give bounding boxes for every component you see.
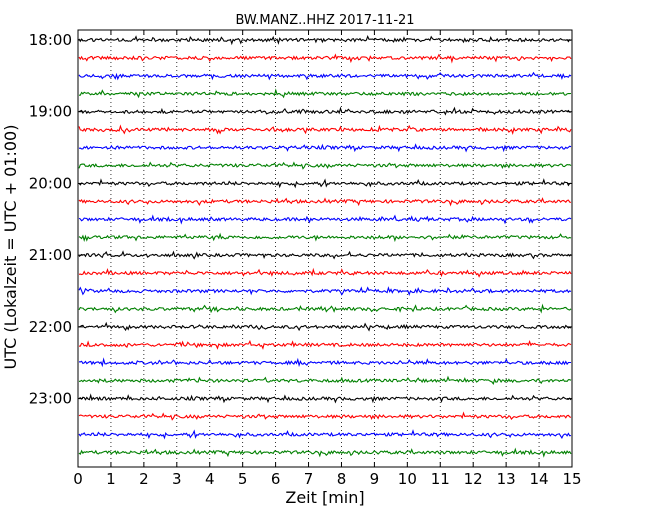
trace-2315 [78, 411, 572, 421]
trace-2300 [78, 393, 572, 404]
y-axis-label: UTC (Lokalzeit = UTC + 01:00) [1, 125, 20, 370]
trace-2045 [78, 232, 572, 243]
trace-1945 [78, 161, 572, 170]
trace-1930 [78, 143, 572, 153]
x-tick-label: 11 [431, 470, 450, 488]
x-tick-label: 14 [530, 470, 549, 488]
x-tick-label: 15 [562, 470, 581, 488]
trace-2345 [78, 447, 572, 458]
axis-ticks: 0 1 2 3 4 5 6 7 8 9 10 11 12 13 14 1518:0019:0020:0021:… [29, 30, 582, 488]
trace-1815 [78, 53, 572, 64]
x-tick-label: 5 [238, 470, 248, 488]
trace-1915 [78, 124, 572, 136]
x-tick-label: 2 [139, 470, 149, 488]
plot-frame [77, 29, 573, 468]
x-tick-label: 12 [464, 470, 483, 488]
x-tick-label: 10 [398, 470, 417, 488]
trace-2200 [78, 321, 572, 332]
x-tick-label: 13 [497, 470, 516, 488]
x-tick-label: 3 [172, 470, 182, 488]
trace-1830 [78, 71, 572, 81]
x-axis-label: Zeit [min] [285, 488, 364, 507]
y-tick-label: 18:00 [29, 31, 72, 49]
x-tick-label: 0 [73, 470, 83, 488]
x-tick-label: 4 [205, 470, 215, 488]
trace-1845 [79, 88, 572, 99]
seismic-traces [78, 35, 572, 458]
trace-2100 [78, 250, 572, 260]
y-tick-label: 20:00 [29, 174, 72, 192]
y-tick-label: 22:00 [29, 318, 72, 336]
x-tick-label: 7 [304, 470, 314, 488]
y-tick-label: 23:00 [29, 390, 72, 408]
trace-1900 [78, 106, 572, 116]
trace-2330 [78, 429, 572, 440]
trace-2115 [78, 267, 572, 278]
x-tick-label: 6 [271, 470, 281, 488]
vertical-grid [110, 30, 540, 467]
x-tick-label: 1 [106, 470, 116, 488]
trace-2230 [78, 357, 571, 368]
x-tick-label: 9 [370, 470, 380, 488]
trace-2000 [78, 178, 572, 189]
trace-2245 [78, 375, 572, 386]
y-tick-label: 19:00 [29, 103, 72, 121]
trace-2145 [78, 303, 572, 314]
trace-1800 [78, 35, 572, 46]
trace-2215 [78, 339, 572, 350]
chart-title: BW.MANZ..HHZ 2017-11-21 [235, 13, 414, 28]
trace-2030 [78, 214, 572, 225]
trace-2015 [78, 197, 572, 207]
x-tick-label: 8 [337, 470, 347, 488]
trace-2130 [78, 286, 572, 296]
y-tick-label: 21:00 [29, 246, 72, 264]
